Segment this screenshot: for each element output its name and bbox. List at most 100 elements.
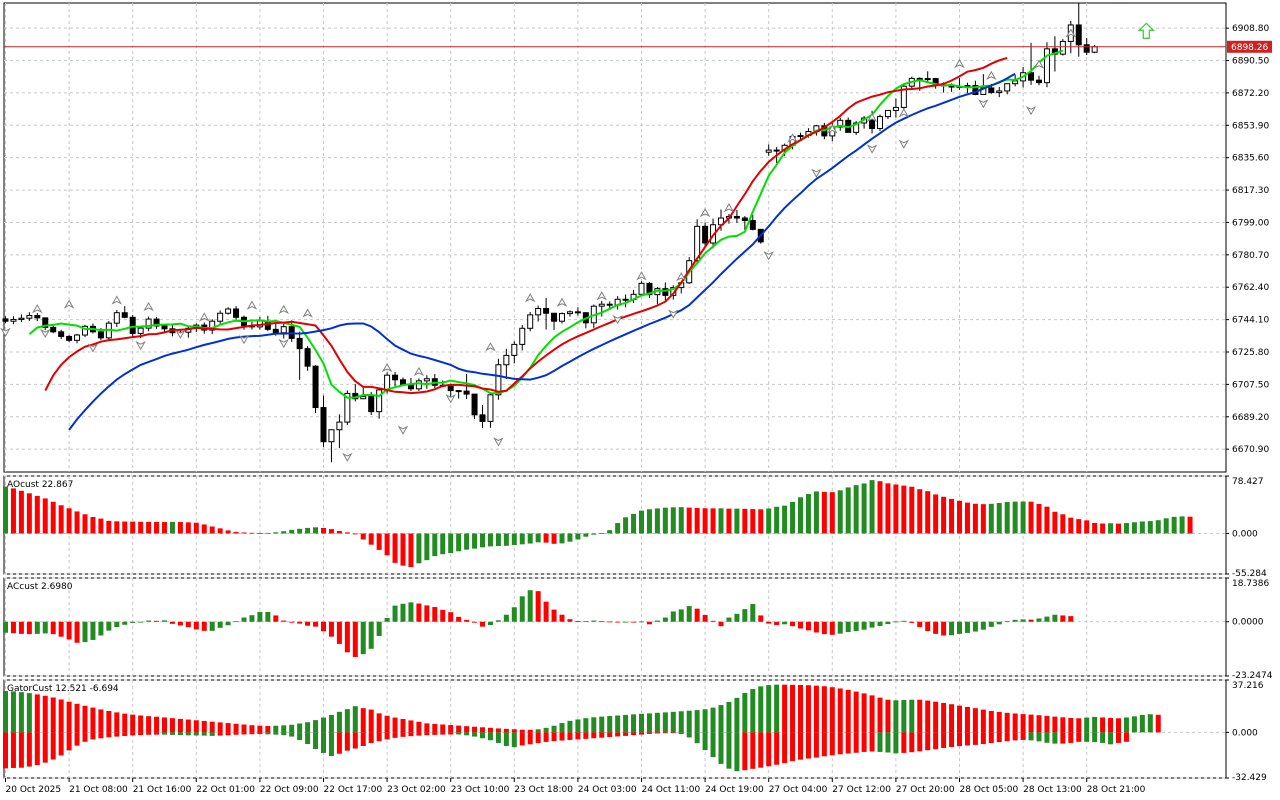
candle[interactable] <box>702 222 709 247</box>
histogram-up-bar <box>623 621 629 623</box>
histogram-down-bar <box>988 710 994 733</box>
candle[interactable] <box>559 312 565 324</box>
candle[interactable] <box>877 114 883 132</box>
histogram-up-bar <box>591 620 597 622</box>
candle[interactable] <box>566 310 573 317</box>
histogram-down-bar <box>774 732 780 765</box>
y-tick-label: 6707.50 <box>1232 380 1269 390</box>
histogram-down-bar <box>130 714 136 733</box>
bull-candle-body <box>18 317 25 320</box>
histogram-up-bar <box>1147 714 1153 733</box>
candle[interactable] <box>479 404 486 429</box>
candle[interactable] <box>320 395 327 447</box>
candle[interactable] <box>34 313 41 322</box>
candle[interactable] <box>1028 42 1035 85</box>
candle[interactable] <box>2 316 9 324</box>
candle[interactable] <box>74 333 81 344</box>
histogram-down-bar <box>972 503 978 534</box>
candle[interactable] <box>145 316 152 332</box>
candle[interactable] <box>638 281 645 297</box>
candle[interactable] <box>503 348 510 380</box>
y-tick-label: 6725.80 <box>1232 348 1269 358</box>
candle[interactable] <box>519 324 526 351</box>
candle[interactable] <box>646 282 653 299</box>
candle[interactable] <box>376 388 383 419</box>
histogram-down-bar <box>901 732 907 753</box>
candle[interactable] <box>415 378 422 391</box>
candle[interactable] <box>884 109 891 120</box>
histogram-up-bar <box>1020 501 1026 534</box>
candle[interactable] <box>924 71 931 83</box>
bear-candle-body <box>741 217 748 222</box>
histogram-up-bar <box>726 732 732 769</box>
bear-candle-body <box>463 390 470 395</box>
candle[interactable] <box>447 383 454 397</box>
histogram-down-bar <box>106 732 112 738</box>
candle[interactable] <box>18 314 25 322</box>
candle[interactable] <box>996 86 1003 98</box>
histogram-up-bar <box>845 487 851 534</box>
candle[interactable] <box>312 365 319 414</box>
candle[interactable] <box>662 282 669 302</box>
candle[interactable] <box>598 300 605 317</box>
ao-pane-title: AOcust 22.867 <box>7 480 73 490</box>
candle[interactable] <box>328 429 335 463</box>
candle[interactable] <box>1036 75 1042 86</box>
candle[interactable] <box>153 316 160 329</box>
bull-candle-body <box>415 380 422 390</box>
candle[interactable] <box>1059 39 1066 56</box>
candle[interactable] <box>296 331 303 380</box>
candle[interactable] <box>10 316 17 325</box>
candle[interactable] <box>161 324 168 332</box>
candle[interactable] <box>622 294 629 308</box>
fractal-down-icon <box>175 329 186 339</box>
candle[interactable] <box>741 216 748 231</box>
candle[interactable] <box>66 335 73 343</box>
candle[interactable] <box>543 297 550 330</box>
candle[interactable] <box>336 414 343 449</box>
candle[interactable] <box>574 307 581 316</box>
candle[interactable] <box>749 215 756 231</box>
candle[interactable] <box>392 372 399 387</box>
histogram-down-bar <box>130 521 136 534</box>
candle[interactable] <box>694 219 701 265</box>
candle[interactable] <box>360 385 367 400</box>
candle[interactable] <box>511 341 518 364</box>
candle[interactable] <box>1043 42 1050 88</box>
histogram-up-bar <box>503 732 509 747</box>
histogram-up-bar <box>1131 522 1137 534</box>
candle[interactable] <box>304 346 311 371</box>
candle[interactable] <box>527 312 534 332</box>
pane-frame <box>3 577 1227 677</box>
histogram-up-bar <box>281 732 287 736</box>
candle[interactable] <box>58 329 65 340</box>
candle[interactable] <box>42 317 49 331</box>
candle[interactable] <box>113 309 120 327</box>
candle[interactable] <box>26 312 33 321</box>
candle[interactable] <box>1075 2 1082 57</box>
candle[interactable] <box>344 390 351 425</box>
candle[interactable] <box>551 312 558 330</box>
candle[interactable] <box>733 209 740 223</box>
candle[interactable] <box>50 324 57 334</box>
bear-candle-body <box>392 374 399 381</box>
candle[interactable] <box>535 305 542 322</box>
candle[interactable] <box>765 144 772 156</box>
candle[interactable] <box>1004 83 1011 95</box>
candle[interactable] <box>471 393 478 420</box>
candle[interactable] <box>455 390 462 399</box>
candle[interactable] <box>209 319 216 335</box>
histogram-down-bar <box>424 605 430 622</box>
candle[interactable] <box>837 117 844 131</box>
candle[interactable] <box>233 306 240 322</box>
candle[interactable] <box>225 307 232 315</box>
candle[interactable] <box>217 310 224 324</box>
histogram-up-bar <box>336 711 342 733</box>
candle[interactable] <box>423 375 430 389</box>
candle[interactable] <box>82 324 88 338</box>
candle[interactable] <box>892 98 899 118</box>
candle[interactable] <box>121 306 128 319</box>
y-tick-label: -32.429 <box>1232 773 1267 783</box>
candle[interactable] <box>487 393 494 428</box>
